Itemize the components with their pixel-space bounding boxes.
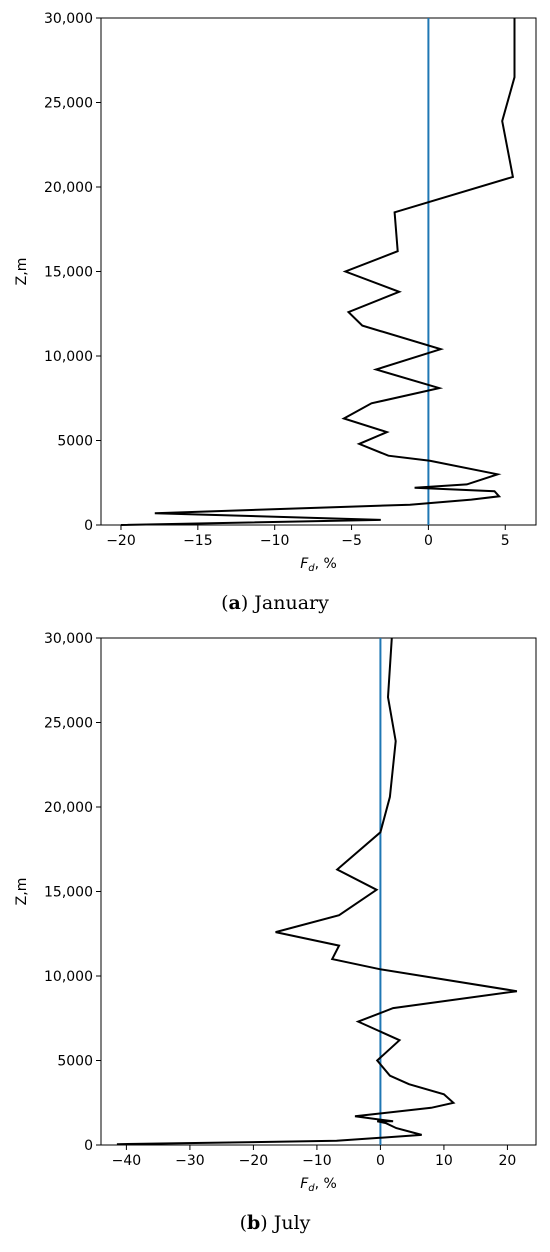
x-axis-label: Fd, %	[300, 556, 337, 574]
y-axis-label: Z,m	[14, 258, 30, 286]
y-tick-label: 30,000	[44, 631, 93, 647]
caption-january: (a) January	[221, 592, 329, 614]
y-tick-label: 20,000	[44, 180, 93, 196]
x-axis-label-main: F	[300, 556, 309, 572]
x-axis-label-unit: , %	[315, 556, 337, 572]
y-tick-label: 10,000	[44, 349, 93, 365]
x-tick-label: 0	[424, 533, 433, 549]
x-axis-label-unit: , %	[315, 1176, 337, 1192]
x-tick-label: −5	[341, 533, 362, 549]
x-axis-label-sub: d	[308, 563, 315, 574]
x-tick-label: 10	[435, 1153, 453, 1169]
x-axis-label-sub: d	[308, 1183, 315, 1194]
x-axis-label: Fd, %	[300, 1176, 337, 1194]
plot-frame	[100, 637, 537, 1146]
x-tick-label: 5	[501, 533, 510, 549]
y-tick-label: 25,000	[44, 96, 93, 112]
series-line	[120, 18, 516, 526]
y-tick-label: 10,000	[44, 969, 93, 985]
x-tick-label: −30	[175, 1153, 205, 1169]
y-tick-label: 30,000	[44, 11, 93, 27]
x-tick-label: −10	[302, 1153, 332, 1169]
y-tick-label: 5000	[57, 1054, 93, 1070]
series-line	[116, 637, 518, 1146]
y-tick-label: 0	[84, 518, 93, 534]
y-tick-label: 15,000	[44, 265, 93, 281]
y-tick-label: 15,000	[44, 885, 93, 901]
x-tick-label: −10	[260, 533, 290, 549]
x-tick-label: −40	[112, 1153, 142, 1169]
plot-frame	[100, 17, 537, 526]
x-tick-label: 20	[499, 1153, 517, 1169]
x-axis-label-main: F	[300, 1176, 309, 1192]
x-tick-label: −20	[106, 533, 136, 549]
y-tick-label: 5000	[57, 434, 93, 450]
chart-july: −40 −30 −20 −10 0 10 20 0 5000 10,000 15,000 20,000…	[14, 631, 537, 1194]
x-tick-label: −20	[239, 1153, 269, 1169]
x-tick-label: −15	[183, 533, 213, 549]
y-tick-label: 0	[84, 1138, 93, 1154]
y-tick-label: 25,000	[44, 716, 93, 732]
y-axis-label: Z,m	[14, 878, 30, 906]
x-tick-label: 0	[376, 1153, 385, 1169]
y-tick-label: 20,000	[44, 800, 93, 816]
chart-january: −20 −15 −10 −5 0 5 0 5000 10,000 15,000 20,000 25,0…	[14, 11, 537, 574]
caption-july: (b) July	[239, 1212, 311, 1234]
